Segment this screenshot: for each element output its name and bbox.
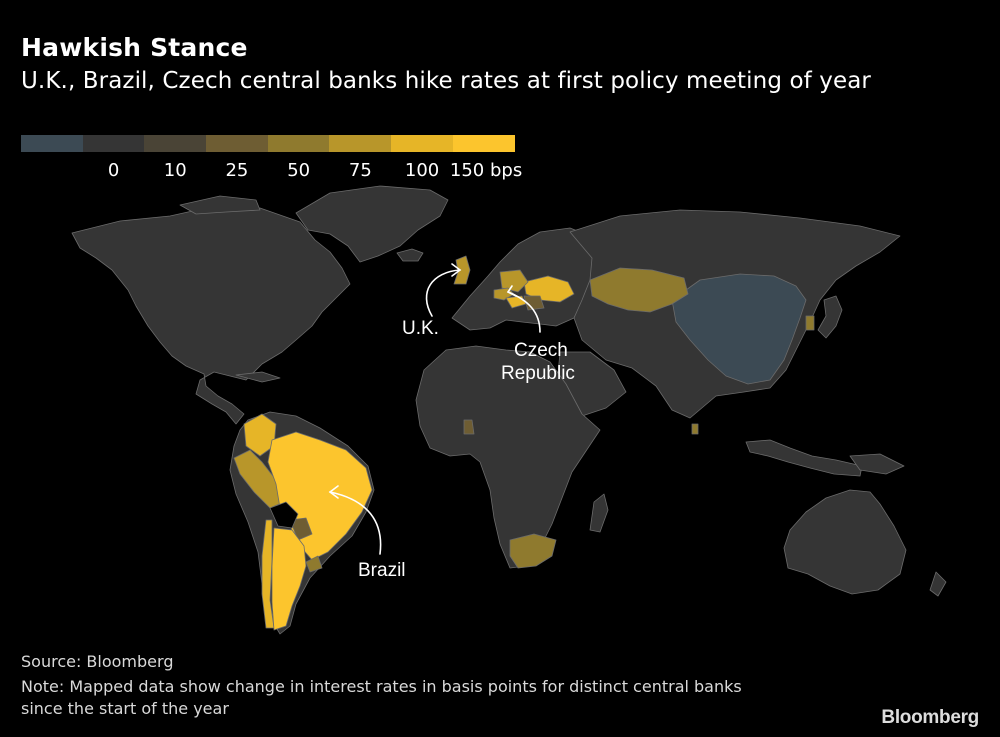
region-australia xyxy=(783,489,907,595)
brazil-label: Brazil xyxy=(358,560,406,581)
czech-label-line1: Czech xyxy=(514,340,568,361)
legend-tick-label: 50 xyxy=(287,160,311,181)
uk-arrow xyxy=(425,269,461,317)
region-uruguay xyxy=(305,555,323,573)
legend-swatch xyxy=(391,135,453,152)
region-iceland xyxy=(396,248,424,262)
region-ukraine xyxy=(523,275,575,303)
region-south-korea xyxy=(805,315,815,331)
land-layer xyxy=(71,185,947,635)
region-madagascar xyxy=(589,493,609,533)
uk-label: U.K. xyxy=(402,318,439,339)
legend-swatch xyxy=(21,135,83,152)
region-greenland xyxy=(295,185,449,263)
legend-tick-label: 10 xyxy=(163,160,187,181)
chart-title: Hawkish Stance xyxy=(21,33,248,62)
region-ghana xyxy=(463,419,475,435)
legend-tick-label: 150 bps xyxy=(449,160,523,181)
region-argentina xyxy=(271,527,307,631)
region-kazakhstan xyxy=(589,267,689,313)
legend-swatches xyxy=(21,135,541,152)
region-poland xyxy=(499,269,529,293)
legend-ticks: 0 10 25 50 75 100 150 bps xyxy=(21,160,541,184)
choropleth-layer xyxy=(233,255,815,631)
legend-tick-label: 25 xyxy=(225,160,249,181)
region-arctic-islands xyxy=(179,195,261,215)
region-bolivia xyxy=(269,501,299,529)
region-new-zealand xyxy=(929,571,947,597)
legend-tick-label: 75 xyxy=(348,160,372,181)
legend-swatch xyxy=(452,135,515,152)
legend-swatch xyxy=(267,135,330,152)
world-map xyxy=(71,185,947,635)
region-romania xyxy=(523,295,545,311)
region-sri-lanka xyxy=(691,423,699,435)
region-china xyxy=(671,273,807,385)
legend-swatch xyxy=(329,135,392,152)
region-north-america xyxy=(71,205,351,425)
source-note: Source: Bloomberg xyxy=(21,652,174,671)
annotation-arrows xyxy=(328,263,541,555)
region-paraguay xyxy=(289,517,313,541)
czech-arrowhead xyxy=(506,285,517,297)
bloomberg-logo: Bloomberg xyxy=(881,707,979,728)
legend-tick-label: 100 xyxy=(404,160,440,181)
footnote: Note: Mapped data show change in interes… xyxy=(21,677,742,718)
region-japan xyxy=(817,295,843,339)
czech-label-line2: Republic xyxy=(501,363,575,384)
legend-swatch xyxy=(206,135,268,152)
legend-swatch xyxy=(82,135,145,152)
chart-subtitle: U.K., Brazil, Czech central banks hike r… xyxy=(21,68,871,94)
region-new-guinea xyxy=(849,453,905,475)
brazil-arrow xyxy=(329,491,382,555)
legend-swatch xyxy=(144,135,207,152)
region-south-africa xyxy=(509,533,557,569)
legend: 0 10 25 50 75 100 150 bps xyxy=(21,135,541,184)
legend-tick-label: 0 xyxy=(107,160,120,181)
uk-arrowhead xyxy=(451,263,462,277)
region-africa xyxy=(415,345,601,569)
region-caribbean xyxy=(235,371,281,383)
brazil-arrowhead xyxy=(328,485,339,499)
region-indonesia xyxy=(745,439,863,477)
